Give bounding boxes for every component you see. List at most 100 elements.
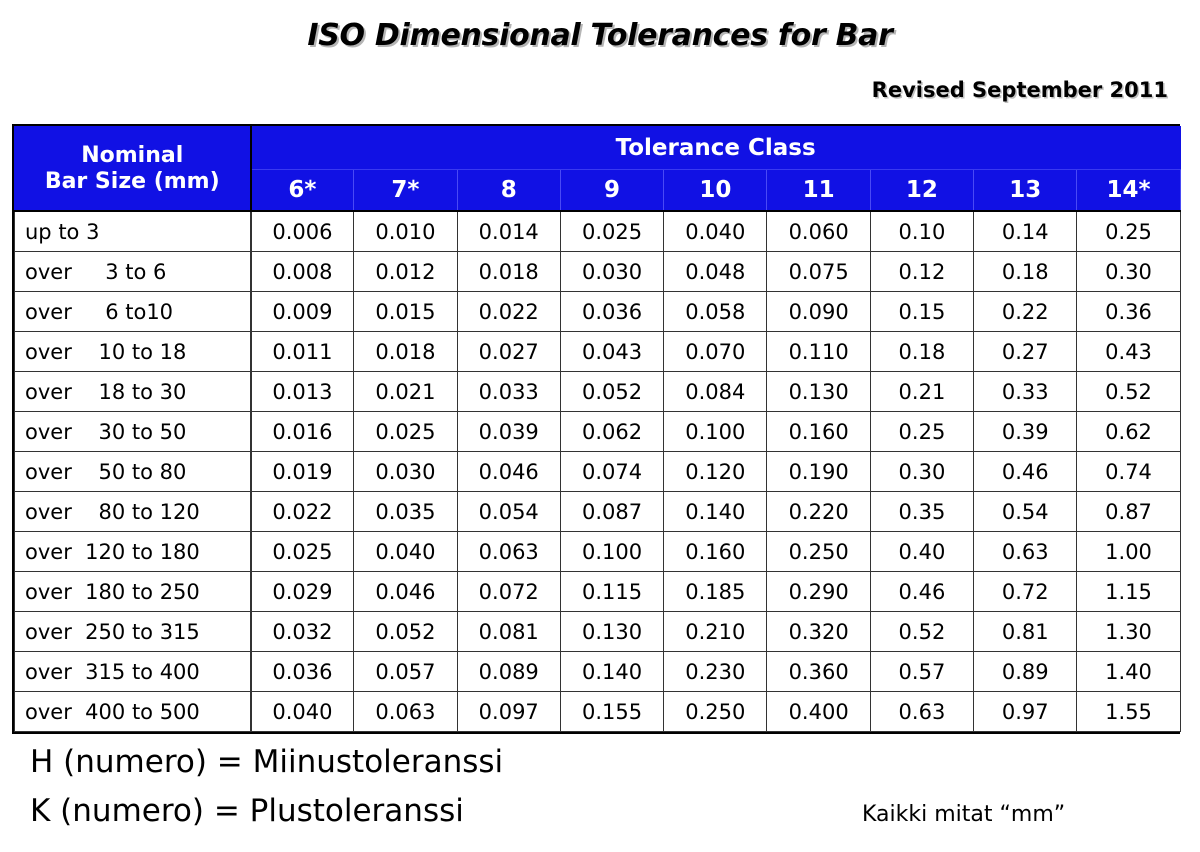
table-header-row-classes: 6* 7* 8 9 10 11 12 13 14* — [15, 169, 1181, 212]
table-row: over 80 to 120 0.022 0.035 0.054 0.087 0.140 0… — [14, 491, 1181, 532]
cell-tolerance-value: 1.00 — [1076, 531, 1181, 572]
cell-tolerance-value: 0.021 — [353, 371, 458, 412]
cell-tolerance-value: 0.87 — [1076, 491, 1181, 532]
cell-tolerance-value: 0.084 — [663, 371, 768, 412]
cell-tolerance-value: 0.40 — [869, 531, 975, 572]
cell-tolerance-value: 0.39 — [973, 411, 1078, 452]
table-row: up to 3 0.006 0.010 0.014 0.025 0.040 0.060 0.1… — [14, 210, 1181, 252]
cell-tolerance-value: 0.030 — [559, 251, 665, 292]
cell-tolerance-value: 0.022 — [249, 491, 355, 532]
cell-tolerance-value: 0.097 — [456, 691, 561, 732]
cell-tolerance-value: 0.33 — [973, 371, 1078, 412]
cell-tolerance-value: 0.12 — [869, 251, 975, 292]
cell-tolerance-value: 0.011 — [249, 331, 355, 372]
cell-tolerance-value: 0.030 — [353, 451, 458, 492]
cell-tolerance-value: 0.040 — [353, 531, 458, 572]
cell-tolerance-value: 0.190 — [766, 451, 871, 492]
cell-tolerance-value: 1.30 — [1076, 611, 1181, 652]
column-header-nominal-bar-size: Nominal Bar Size (mm) — [14, 126, 252, 212]
cell-tolerance-value: 0.043 — [559, 331, 665, 372]
cell-tolerance-value: 0.52 — [869, 611, 975, 652]
cell-tolerance-value: 0.210 — [663, 611, 768, 652]
cell-tolerance-value: 0.52 — [1076, 371, 1181, 412]
tolerance-table-container: Nominal Bar Size (mm) Tolerance Class 6*… — [12, 124, 1181, 734]
cell-tolerance-value: 0.63 — [973, 531, 1078, 572]
cell-tolerance-value: 0.074 — [559, 451, 665, 492]
column-header-class-6star: 6* — [250, 169, 355, 212]
cell-tolerance-value: 0.036 — [559, 291, 665, 332]
cell-tolerance-value: 0.250 — [663, 691, 768, 732]
cell-bar-size: over 180 to 250 — [14, 571, 252, 612]
tolerance-table: Nominal Bar Size (mm) Tolerance Class 6*… — [14, 126, 1181, 732]
cell-tolerance-value: 0.290 — [766, 571, 871, 612]
cell-bar-size: over 250 to 315 — [14, 611, 252, 652]
table-row: over 315 to 400 0.036 0.057 0.089 0.140 0.230… — [14, 651, 1181, 692]
column-header-class-8: 8 — [456, 169, 561, 212]
cell-tolerance-value: 0.029 — [249, 571, 355, 612]
cell-tolerance-value: 0.360 — [766, 651, 871, 692]
cell-tolerance-value: 0.063 — [456, 531, 561, 572]
table-row: over 6 to10 0.009 0.015 0.022 0.036 0.058 0.09… — [14, 291, 1181, 332]
cell-tolerance-value: 0.081 — [456, 611, 561, 652]
cell-tolerance-value: 0.048 — [663, 251, 768, 292]
table-head: Nominal Bar Size (mm) Tolerance Class 6*… — [14, 126, 1181, 212]
table-row: over 18 to 30 0.013 0.021 0.033 0.052 0.084 0.… — [14, 371, 1181, 412]
column-header-class-7star: 7* — [353, 169, 458, 212]
cell-tolerance-value: 0.220 — [766, 491, 871, 532]
cell-bar-size: up to 3 — [14, 210, 252, 252]
cell-tolerance-value: 0.063 — [353, 691, 458, 732]
cell-tolerance-value: 0.100 — [663, 411, 768, 452]
column-header-class-10: 10 — [663, 169, 768, 212]
cell-tolerance-value: 0.185 — [663, 571, 768, 612]
cell-tolerance-value: 0.013 — [249, 371, 355, 412]
cell-tolerance-value: 0.57 — [869, 651, 975, 692]
cell-tolerance-value: 0.033 — [456, 371, 561, 412]
table-row: over 250 to 315 0.032 0.052 0.081 0.130 0.210… — [14, 611, 1181, 652]
cell-tolerance-value: 0.025 — [559, 210, 665, 252]
cell-tolerance-value: 0.89 — [973, 651, 1078, 692]
cell-tolerance-value: 0.74 — [1076, 451, 1181, 492]
cell-tolerance-value: 0.018 — [353, 331, 458, 372]
table-row: over 120 to 180 0.025 0.040 0.063 0.100 0.160… — [14, 531, 1181, 572]
cell-bar-size: over 120 to 180 — [14, 531, 252, 572]
cell-tolerance-value: 0.25 — [869, 411, 975, 452]
column-header-class-9: 9 — [559, 169, 665, 212]
cell-tolerance-value: 0.160 — [663, 531, 768, 572]
cell-tolerance-value: 0.54 — [973, 491, 1078, 532]
table-row: over 180 to 250 0.029 0.046 0.072 0.115 0.185… — [14, 571, 1181, 612]
column-header-class-11: 11 — [766, 169, 871, 212]
cell-tolerance-value: 0.057 — [353, 651, 458, 692]
page-title: ISO Dimensional Tolerances for Bar — [307, 18, 893, 53]
note-units: Kaikki mitat “mm” — [862, 802, 1066, 827]
cell-tolerance-value: 0.25 — [1076, 210, 1181, 252]
cell-tolerance-value: 0.046 — [456, 451, 561, 492]
cell-tolerance-value: 0.090 — [766, 291, 871, 332]
cell-tolerance-value: 0.010 — [353, 210, 458, 252]
cell-tolerance-value: 0.008 — [249, 251, 355, 292]
cell-tolerance-value: 1.15 — [1076, 571, 1181, 612]
cell-tolerance-value: 0.025 — [249, 531, 355, 572]
cell-tolerance-value: 0.058 — [663, 291, 768, 332]
cell-tolerance-value: 0.15 — [869, 291, 975, 332]
cell-tolerance-value: 0.089 — [456, 651, 561, 692]
cell-bar-size: over 6 to10 — [14, 291, 252, 332]
cell-tolerance-value: 0.30 — [1076, 251, 1181, 292]
cell-bar-size: over 3 to 6 — [14, 251, 252, 292]
cell-tolerance-value: 0.63 — [869, 691, 975, 732]
revision-date: Revised September 2011 — [871, 78, 1168, 102]
note-plus-tolerance: K (numero) = Plustoleranssi — [30, 793, 464, 829]
cell-tolerance-value: 0.320 — [766, 611, 871, 652]
cell-bar-size: over 315 to 400 — [14, 651, 252, 692]
table-row: over 400 to 500 0.040 0.063 0.097 0.155 0.250… — [14, 691, 1181, 732]
cell-tolerance-value: 0.21 — [869, 371, 975, 412]
cell-tolerance-value: 0.30 — [869, 451, 975, 492]
cell-tolerance-value: 0.130 — [766, 371, 871, 412]
cell-tolerance-value: 0.120 — [663, 451, 768, 492]
cell-tolerance-value: 0.115 — [559, 571, 665, 612]
cell-tolerance-value: 0.43 — [1076, 331, 1181, 372]
cell-tolerance-value: 0.014 — [456, 210, 561, 252]
cell-bar-size: over 80 to 120 — [14, 491, 252, 532]
cell-tolerance-value: 0.100 — [559, 531, 665, 572]
cell-tolerance-value: 0.110 — [766, 331, 871, 372]
cell-tolerance-value: 0.087 — [559, 491, 665, 532]
